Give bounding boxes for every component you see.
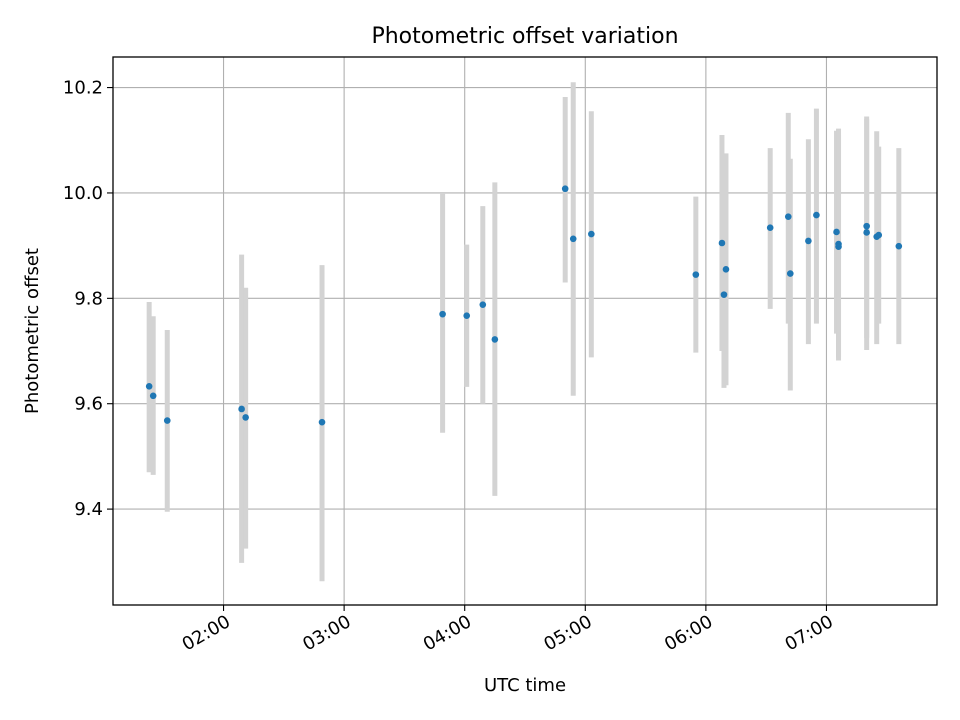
y-tick-label: 10.0 xyxy=(63,183,103,204)
data-point xyxy=(242,414,249,421)
data-point xyxy=(479,301,487,308)
data-point xyxy=(875,231,883,239)
data-points xyxy=(145,185,903,426)
data-point xyxy=(491,336,499,343)
grid xyxy=(113,57,937,605)
y-axis: 9.4 9.6 9.8 10.0 10.2 xyxy=(63,78,113,520)
data-point xyxy=(784,213,792,220)
data-point xyxy=(833,228,840,236)
y-tick-label: 10.2 xyxy=(63,78,103,99)
data-point xyxy=(805,237,812,245)
data-point xyxy=(588,230,595,238)
chart-title: Photometric offset variation xyxy=(371,24,678,49)
data-point xyxy=(318,418,326,426)
data-point xyxy=(145,383,153,390)
data-point xyxy=(561,185,569,193)
data-point xyxy=(463,312,471,320)
data-point xyxy=(692,271,700,278)
data-point xyxy=(569,235,577,243)
data-point xyxy=(439,310,446,318)
data-point xyxy=(163,417,171,424)
data-point xyxy=(718,239,726,247)
data-point xyxy=(835,243,842,250)
data-point xyxy=(149,392,157,400)
data-point xyxy=(813,211,820,219)
data-point xyxy=(786,270,794,277)
data-point xyxy=(722,266,730,273)
y-tick-label: 9.4 xyxy=(74,499,103,520)
y-tick-label: 9.6 xyxy=(74,394,103,415)
y-tick-label: 9.8 xyxy=(74,288,103,309)
data-point xyxy=(238,405,245,413)
data-point xyxy=(863,222,870,230)
plot-frame xyxy=(112,56,938,606)
y-axis-title: Photometric offset xyxy=(22,248,43,414)
data-point xyxy=(863,229,870,236)
data-point xyxy=(720,291,728,298)
data-point xyxy=(895,242,903,250)
x-axis-title: UTC time xyxy=(484,675,566,696)
data-point xyxy=(766,224,774,232)
